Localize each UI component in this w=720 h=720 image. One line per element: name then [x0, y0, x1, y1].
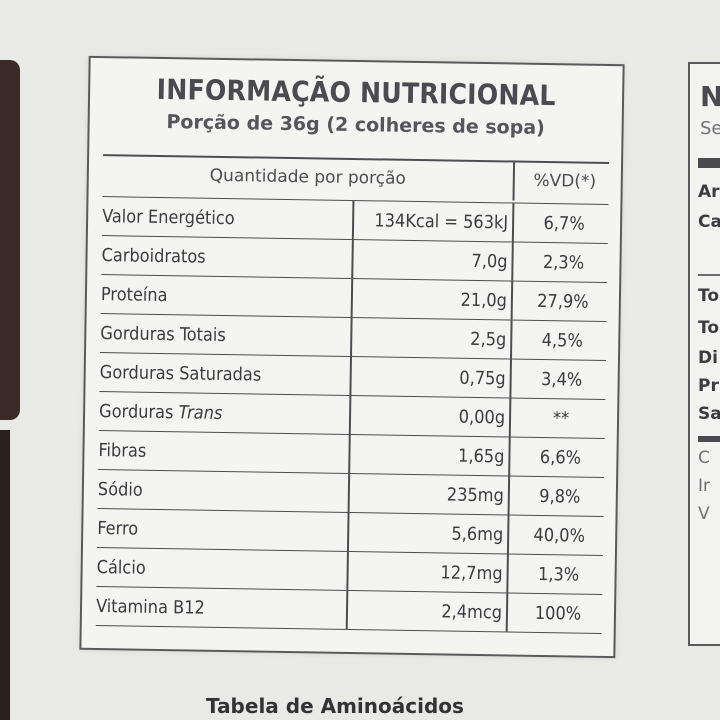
column-divider: [511, 242, 514, 281]
nutrient-amount: 0,00g: [458, 406, 506, 429]
quantity-header: Quantidade por porção: [209, 165, 407, 189]
nutrient-amount: 5,6mg: [451, 523, 504, 546]
nutrient-amount: 2,4mcg: [441, 601, 503, 624]
adjacent-bar: [698, 436, 720, 442]
nutrient-dv: 40,0%: [533, 524, 586, 547]
adjacent-title-fragment: N: [700, 80, 720, 113]
adjacent-text-fragment: To: [698, 318, 720, 338]
nutrient-name-prefix: Gorduras: [98, 401, 179, 424]
nutrient-amount: 7,0g: [471, 250, 508, 273]
nutrient-dv: 100%: [534, 602, 582, 625]
nutrient-amount: 1,65g: [457, 445, 505, 468]
adjacent-subtitle-fragment: Se: [700, 118, 720, 139]
nutrient-dv: 2,3%: [542, 251, 585, 274]
nutrient-name-italic: Trans: [178, 402, 223, 424]
header-divider: [512, 160, 515, 201]
nutrient-amount: 12,7mg: [440, 562, 503, 585]
package-dark-edge: [0, 60, 20, 420]
nutrient-name: Gorduras Saturadas: [99, 362, 262, 386]
nutrient-amount: 235mg: [446, 484, 505, 507]
nutrient-name: Gorduras Trans: [99, 401, 223, 424]
nutrient-dv: 3,4%: [540, 368, 583, 391]
nutrient-amount: 2,5g: [470, 328, 507, 351]
nutrient-name: Ferro: [97, 518, 139, 540]
adjacent-text-fragment: Ca: [698, 212, 720, 232]
nutrition-label: INFORMAÇÃO NUTRICIONAL Porção de 36g (2 …: [79, 55, 625, 659]
nutrient-dv: 27,9%: [537, 290, 589, 313]
column-divider: [509, 359, 512, 398]
nutrient-name: Valor Energético: [102, 206, 235, 230]
amino-acid-table-heading: Tabela de Aminoácidos: [206, 694, 464, 718]
label-title: INFORMAÇÃO NUTRICIONAL: [156, 72, 556, 113]
column-divider: [511, 203, 514, 242]
adjacent-text-fragment: Pr: [698, 376, 719, 396]
nutrition-table: Valor Energético 134Kcal = 563kJ 6,7% Ca…: [95, 196, 609, 634]
adjacent-rule: [698, 274, 720, 276]
nutrient-name: Sódio: [97, 479, 143, 501]
dv-header: %VD(*): [533, 170, 597, 192]
nutrient-name: Fibras: [98, 440, 147, 462]
nutrient-name: Carboidratos: [101, 245, 206, 268]
adjacent-text-fragment: Sa: [698, 404, 720, 424]
column-divider: [509, 320, 513, 359]
table-header: Quantidade por porção %VD(*): [103, 154, 610, 202]
adjacent-label-fragment: N Se Ar Ca To To Di Pr Sa C Ir V: [688, 62, 720, 646]
adjacent-bar: [698, 158, 720, 168]
column-divider: [510, 281, 513, 320]
nutrient-name: Cálcio: [96, 557, 146, 579]
nutrient-name: Gorduras Totais: [100, 323, 226, 347]
nutrient-dv: 6,6%: [539, 446, 582, 469]
serving-size: Porção de 36g (2 colheres de sopa): [166, 111, 545, 139]
nutrient-dv: **: [552, 408, 570, 430]
package-dark-edge-lower: [0, 430, 10, 720]
nutrient-amount: 21,0g: [460, 289, 508, 312]
nutrient-name: Vitamina B12: [95, 596, 205, 619]
nutrient-amount: 0,75g: [459, 367, 506, 390]
nutrient-dv: 1,3%: [537, 563, 580, 586]
nutrient-dv: 6,7%: [543, 212, 585, 235]
column-divider: [505, 593, 508, 632]
adjacent-text-fragment: Ir: [698, 476, 711, 496]
nutrient-amount: 134Kcal = 563kJ: [374, 210, 509, 234]
column-divider: [507, 476, 510, 515]
column-divider: [506, 554, 509, 593]
nutrient-dv: 4,5%: [541, 329, 584, 352]
table-row: Vitamina B12 2,4mcg 100%: [95, 586, 603, 634]
adjacent-text-fragment: Di: [698, 348, 718, 368]
adjacent-text-fragment: C: [698, 448, 710, 468]
nutrient-dv: 9,8%: [539, 485, 581, 508]
adjacent-text-fragment: To: [698, 286, 720, 306]
adjacent-text-fragment: V: [698, 504, 710, 524]
column-divider: [506, 515, 510, 554]
column-divider: [508, 437, 511, 476]
adjacent-text-fragment: Ar: [698, 182, 720, 202]
nutrient-name: Proteína: [100, 284, 168, 307]
column-divider: [508, 398, 511, 437]
